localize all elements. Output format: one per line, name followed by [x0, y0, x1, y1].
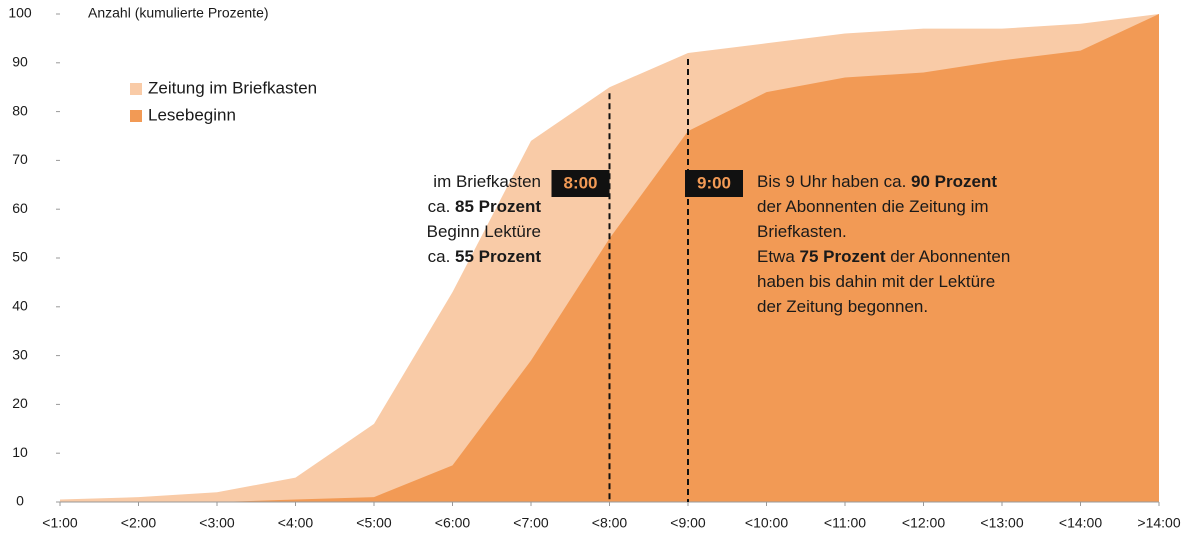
annotation-line: im Briefkasten: [433, 172, 541, 191]
annotation-line: haben bis dahin mit der Lektüre: [757, 272, 995, 291]
x-tick-label: <7:00: [513, 515, 549, 531]
y-tick-label: 20: [12, 395, 28, 411]
annotation-line: der Zeitung begonnen.: [757, 297, 928, 316]
annotation-text: Etwa: [757, 247, 800, 266]
legend-swatch: [130, 110, 142, 122]
x-tick-label: <14:00: [1059, 515, 1102, 531]
annotation-text: 75 Prozent: [800, 247, 886, 266]
y-axis-label: Anzahl (kumulierte Prozente): [88, 5, 269, 21]
annotation-text: Briefkasten.: [757, 222, 847, 241]
annotation-text: Beginn Lektüre: [427, 222, 541, 241]
annotation-text: der Abonnenten: [886, 247, 1011, 266]
annotation-line: Beginn Lektüre: [427, 222, 541, 241]
annotation-text: 55 Prozent: [455, 247, 541, 266]
marker-label: 9:00: [697, 173, 731, 192]
legend-swatch: [130, 83, 142, 95]
annotation-line: der Abonnenten die Zeitung im: [757, 197, 989, 216]
annotation-text: 90 Prozent: [911, 172, 997, 191]
x-tick-label: <1:00: [42, 515, 78, 531]
y-tick-label: 80: [12, 102, 28, 118]
x-tick-label: <12:00: [902, 515, 945, 531]
annotation-text: der Abonnenten die Zeitung im: [757, 197, 989, 216]
y-tick-label: 10: [12, 444, 28, 460]
y-tick-label: 40: [12, 298, 28, 314]
marker-box: [551, 170, 610, 197]
x-tick-label: <2:00: [121, 515, 157, 531]
y-tick-label: 50: [12, 249, 28, 265]
annotation-text: der Zeitung begonnen.: [757, 297, 928, 316]
x-tick-label: >14:00: [1137, 515, 1180, 531]
marker-label: 8:00: [563, 173, 597, 192]
annotation-text: ca.: [428, 197, 455, 216]
y-tick-label: 30: [12, 346, 28, 362]
annotation-line: Briefkasten.: [757, 222, 847, 241]
x-tick-label: <4:00: [278, 515, 314, 531]
x-tick-label: <8:00: [592, 515, 628, 531]
annotation-line: Bis 9 Uhr haben ca. 90 Prozent: [757, 172, 997, 191]
marker-box: [685, 170, 743, 197]
y-tick-label: 70: [12, 151, 28, 167]
annotation-text: 85 Prozent: [455, 197, 541, 216]
annotation-line: Etwa 75 Prozent der Abonnenten: [757, 247, 1010, 266]
y-tick-label: 100: [8, 5, 32, 21]
y-tick-label: 60: [12, 200, 28, 216]
x-tick-label: <9:00: [670, 515, 706, 531]
legend-label: Zeitung im Briefkasten: [148, 78, 317, 97]
x-tick-label: <6:00: [435, 515, 471, 531]
annotation-text: ca.: [428, 247, 455, 266]
x-tick-label: <10:00: [745, 515, 788, 531]
legend-label: Lesebeginn: [148, 105, 236, 124]
annotation-text: haben bis dahin mit der Lektüre: [757, 272, 995, 291]
y-tick-label: 90: [12, 54, 28, 70]
annotation-line: ca. 85 Prozent: [428, 197, 542, 216]
x-tick-label: <3:00: [199, 515, 235, 531]
annotation-text: im Briefkasten: [433, 172, 541, 191]
annotation-text: Bis 9 Uhr haben ca.: [757, 172, 911, 191]
x-tick-label: <11:00: [824, 515, 866, 531]
x-tick-label: <13:00: [980, 515, 1023, 531]
x-tick-label: <5:00: [356, 515, 392, 531]
annotation-line: ca. 55 Prozent: [428, 247, 542, 266]
y-tick-label: 0: [16, 493, 24, 509]
